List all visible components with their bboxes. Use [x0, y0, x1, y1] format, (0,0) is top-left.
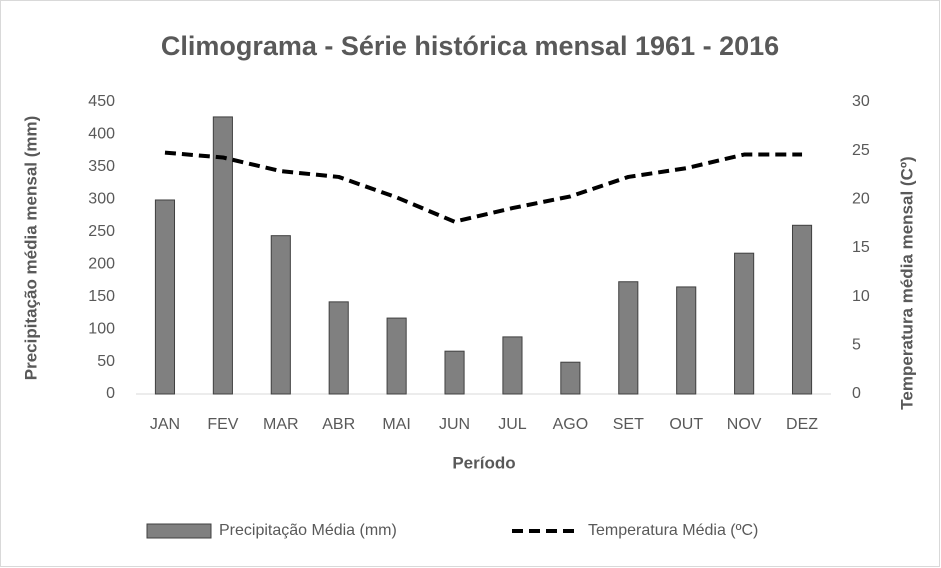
bar [791, 224, 813, 395]
y-tick-label: 200 [88, 255, 115, 272]
x-tick-label: FEV [207, 416, 238, 433]
x-tick-label: AGO [553, 416, 589, 433]
bar [270, 235, 291, 395]
y-tick-label: 400 [88, 126, 115, 143]
bar [328, 301, 349, 395]
x-tick-label: JUL [498, 416, 527, 433]
y-tick-label: 350 [88, 158, 115, 175]
y2-tick-label: 25 [852, 142, 870, 159]
x-tick-label: JUN [439, 416, 470, 433]
y2-tick-label: 5 [852, 337, 861, 354]
y-tick-label: 150 [88, 288, 115, 305]
y2-tick-label: 0 [852, 385, 861, 402]
x-tick-label: OUT [669, 416, 703, 433]
y-tick-label: 0 [106, 385, 115, 402]
y-tick-label: 450 [88, 93, 115, 110]
bar [618, 281, 639, 395]
legend-label: Precipitação Média (mm) [219, 522, 397, 539]
bar [212, 116, 233, 395]
bar [502, 336, 523, 395]
x-tick-label: SET [613, 416, 644, 433]
y-axis-title: Precipitação média mensal (mm) [21, 116, 40, 381]
bar [154, 199, 176, 395]
bar [734, 252, 755, 395]
y2-tick-label: 30 [852, 93, 870, 110]
y-tick-label: 250 [88, 223, 115, 240]
bar [676, 286, 697, 395]
bar [386, 317, 407, 395]
x-tick-label: MAR [263, 416, 299, 433]
x-axis-title: Período [452, 453, 515, 472]
legend-swatch [146, 523, 212, 539]
y2-tick-label: 15 [852, 239, 870, 256]
y-tick-label: 50 [97, 353, 115, 370]
y2-tick-label: 20 [852, 191, 870, 208]
x-tick-label: JAN [150, 416, 180, 433]
x-tick-label: ABR [322, 416, 355, 433]
y-tick-label: 300 [88, 191, 115, 208]
line [164, 150, 803, 224]
chart-title: Climograma - Série histórica mensal 1961… [161, 31, 779, 61]
x-tick-label: NOV [727, 416, 762, 433]
bar [560, 361, 581, 395]
bar [444, 350, 465, 395]
x-tick-label: DEZ [786, 416, 818, 433]
x-tick-label: MAI [382, 416, 410, 433]
y2-tick-label: 10 [852, 288, 870, 305]
legend-label: Temperatura Média (ºC) [588, 522, 758, 539]
y-tick-label: 100 [88, 320, 115, 337]
y2-axis-title: Temperatura média mensal (Cº) [897, 156, 916, 409]
